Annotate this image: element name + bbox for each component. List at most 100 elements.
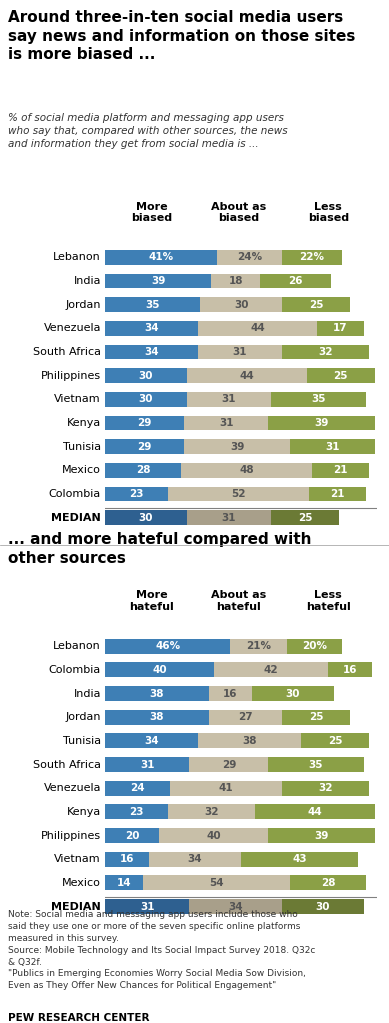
Bar [317, 321, 364, 336]
Text: 39: 39 [230, 442, 244, 452]
Bar [307, 368, 375, 383]
Bar [149, 852, 241, 866]
Text: Mexico: Mexico [62, 878, 101, 888]
Text: 40: 40 [207, 831, 221, 841]
Text: India: India [74, 688, 101, 699]
Text: % of social media platform and messaging app users
who say that, compared with o: % of social media platform and messaging… [8, 113, 287, 149]
Text: 16: 16 [343, 665, 357, 675]
Text: Vietnam: Vietnam [54, 395, 101, 404]
Text: 25: 25 [333, 370, 348, 381]
Text: Colombia: Colombia [49, 665, 101, 675]
Text: 23: 23 [129, 489, 144, 499]
Bar [105, 804, 168, 819]
Bar [168, 487, 309, 501]
Text: 18: 18 [228, 276, 243, 286]
Text: 41%: 41% [148, 253, 173, 263]
Text: 31: 31 [222, 513, 236, 523]
Text: 30: 30 [138, 395, 153, 404]
Bar [187, 368, 307, 383]
Bar [209, 686, 252, 701]
Text: 44: 44 [250, 323, 265, 333]
Bar [187, 392, 271, 407]
Text: 34: 34 [228, 901, 243, 911]
Bar [105, 829, 159, 843]
Text: 39: 39 [151, 276, 165, 286]
Text: 30: 30 [138, 513, 153, 523]
Text: 16: 16 [223, 688, 238, 699]
Bar [181, 463, 312, 478]
Text: 34: 34 [144, 347, 159, 357]
Bar [268, 415, 375, 431]
Bar [105, 663, 214, 677]
Text: Philippines: Philippines [41, 370, 101, 381]
Text: 26: 26 [288, 276, 303, 286]
Bar [105, 368, 187, 383]
Text: 30: 30 [234, 300, 249, 310]
Bar [105, 710, 209, 724]
Text: Venezuela: Venezuela [44, 784, 101, 793]
Text: 30: 30 [315, 901, 330, 911]
Bar [187, 510, 271, 525]
Text: 28: 28 [136, 465, 151, 476]
Bar [105, 274, 211, 288]
Bar [105, 345, 198, 359]
Text: 27: 27 [238, 712, 252, 722]
Text: South Africa: South Africa [33, 347, 101, 357]
Text: 29: 29 [137, 442, 152, 452]
Bar [268, 829, 375, 843]
Bar [105, 757, 189, 771]
Text: 29: 29 [137, 418, 152, 428]
Bar [230, 638, 287, 654]
Bar [282, 250, 342, 265]
Text: 30: 30 [286, 688, 300, 699]
Text: Mexico: Mexico [62, 465, 101, 476]
Text: 32: 32 [318, 784, 333, 793]
Bar [268, 757, 364, 771]
Text: 22%: 22% [300, 253, 324, 263]
Bar [282, 345, 369, 359]
Bar [287, 638, 342, 654]
Bar [271, 510, 339, 525]
Text: PEW RESEARCH CENTER: PEW RESEARCH CENTER [8, 1013, 149, 1023]
Bar [209, 710, 282, 724]
Bar [312, 463, 369, 478]
Text: Jordan: Jordan [65, 712, 101, 722]
Text: MEDIAN: MEDIAN [51, 513, 101, 523]
Text: 40: 40 [152, 665, 167, 675]
Text: Kenya: Kenya [67, 807, 101, 816]
Text: 31: 31 [325, 442, 340, 452]
Bar [214, 663, 328, 677]
Text: Colombia: Colombia [49, 489, 101, 499]
Text: Venezuela: Venezuela [44, 323, 101, 333]
Bar [105, 463, 181, 478]
Bar [309, 487, 366, 501]
Text: 25: 25 [309, 712, 323, 722]
Text: 31: 31 [219, 418, 233, 428]
Bar [189, 757, 268, 771]
Bar [290, 876, 366, 890]
Text: 31: 31 [233, 347, 247, 357]
Text: 32: 32 [204, 807, 219, 816]
Bar [105, 781, 170, 796]
Text: About as
biased: About as biased [211, 202, 266, 223]
Text: Less
hateful: Less hateful [306, 590, 351, 612]
Bar [252, 686, 334, 701]
Bar [241, 852, 358, 866]
Bar [328, 663, 372, 677]
Text: 44: 44 [307, 807, 322, 816]
Bar [290, 440, 375, 454]
Text: South Africa: South Africa [33, 759, 101, 769]
Bar [143, 876, 290, 890]
Text: 21: 21 [331, 489, 345, 499]
Text: 43: 43 [293, 854, 307, 864]
Bar [105, 876, 143, 890]
Text: 38: 38 [149, 688, 164, 699]
Text: 31: 31 [140, 759, 154, 769]
Bar [105, 733, 198, 748]
Bar [159, 829, 268, 843]
Text: 21: 21 [333, 465, 348, 476]
Text: 30: 30 [138, 370, 153, 381]
Text: Less
biased: Less biased [308, 202, 349, 223]
Text: About as
hateful: About as hateful [211, 590, 266, 612]
Text: 42: 42 [264, 665, 279, 675]
